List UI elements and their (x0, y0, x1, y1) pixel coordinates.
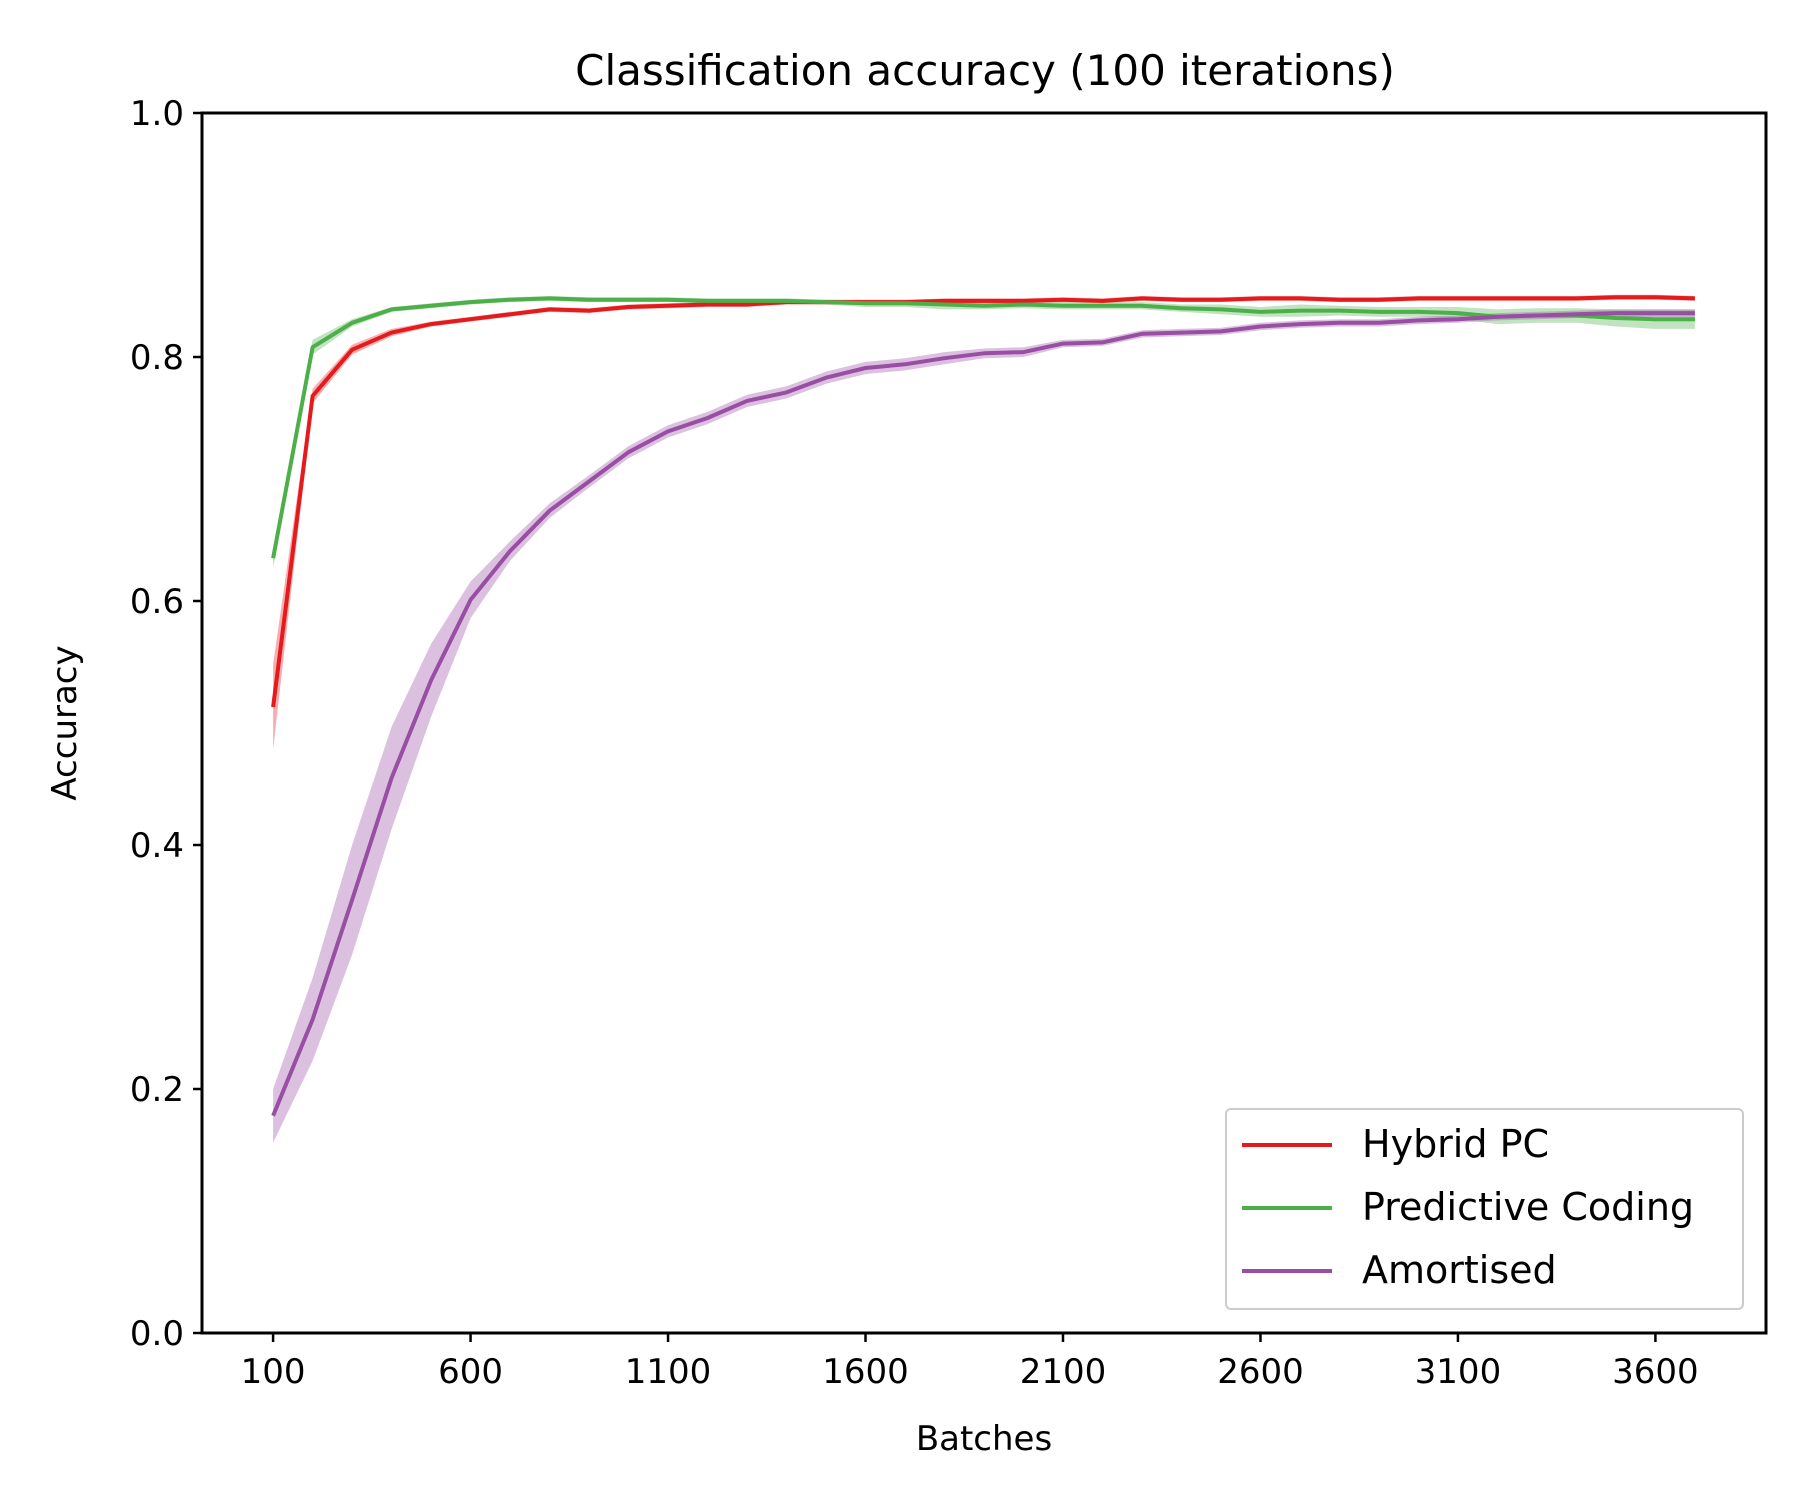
legend-box (1225, 1108, 1744, 1310)
y-tick-label: 0.4 (130, 826, 184, 866)
legend-label-hybrid-pc: Hybrid PC (1362, 1122, 1549, 1166)
series-line-amortised (271, 311, 1695, 1117)
legend-label-amortised: Amortised (1362, 1248, 1557, 1292)
x-axis-label: Batches (916, 1419, 1052, 1459)
y-tick-label: 0.6 (130, 582, 184, 622)
legend-label-predictive-coding: Predictive Coding (1362, 1185, 1694, 1229)
series-line-predictive-coding (271, 296, 1695, 559)
legend: Hybrid PC Predictive Coding Amortised (1225, 1108, 1744, 1310)
x-tick-label: 2100 (1020, 1352, 1107, 1392)
x-tick-label: 3100 (1415, 1352, 1502, 1392)
y-tick-label: 1.0 (130, 94, 184, 134)
y-tick-label: 0.2 (130, 1070, 184, 1110)
y-tick-label: 0.0 (130, 1314, 184, 1354)
y-axis: 0.0 0.2 0.4 0.6 0.8 1.0 (130, 94, 202, 1354)
x-tick-label: 3600 (1612, 1352, 1699, 1392)
x-axis: 100 600 1100 1600 2100 2600 3100 3600 (241, 1333, 1699, 1392)
y-tick-label: 0.8 (130, 338, 184, 378)
x-tick-label: 1600 (822, 1352, 909, 1392)
series-lines (271, 295, 1695, 1117)
plot-frame (200, 111, 1768, 1335)
x-tick-label: 600 (438, 1352, 503, 1392)
series-line-hybrid-pc (271, 295, 1695, 708)
y-axis-label: Accuracy (45, 645, 85, 800)
chart-title: Classification accuracy (100 iterations) (575, 46, 1395, 95)
x-tick-label: 2600 (1217, 1352, 1304, 1392)
x-tick-label: 100 (241, 1352, 306, 1392)
x-tick-label: 1100 (625, 1352, 712, 1392)
